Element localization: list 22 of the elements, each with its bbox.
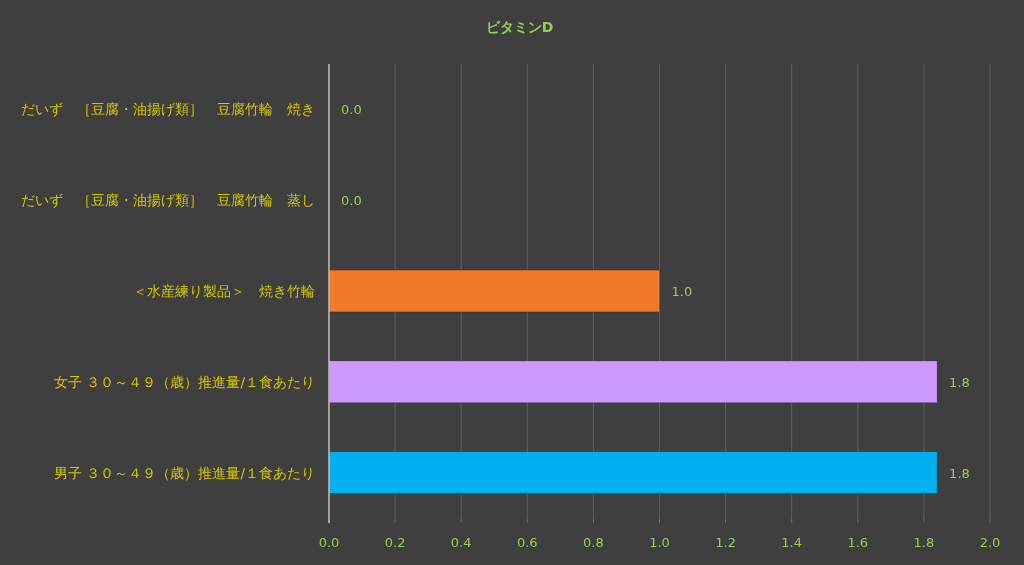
x-tick-label: 0.8: [583, 535, 604, 550]
x-tick-label: 0.4: [450, 535, 472, 550]
x-tick-label: 1.0: [649, 535, 670, 550]
x-tick-label: 1.6: [847, 535, 869, 550]
y-tick-label: 男子 ３０～４９（歳）推進量/１食あたり: [54, 464, 315, 481]
y-tick-label: ＜水産練り製品＞ 焼き竹輪: [133, 283, 315, 299]
x-tick-label: 1.8: [913, 535, 935, 550]
x-tick-label: 1.2: [715, 535, 736, 550]
data-label: 1.8: [949, 465, 970, 481]
x-tick-label: 0.0: [318, 535, 340, 550]
x-tick-label: 0.2: [384, 535, 406, 550]
data-label: 1.8: [949, 374, 970, 390]
data-label: 1.0: [671, 284, 693, 299]
y-tick-label: だいず ［豆腐・油揚げ類］ 豆腐竹輪 焼き: [21, 101, 315, 118]
x-tick-label: 2.0: [979, 535, 1001, 550]
data-label: 0.0: [341, 193, 362, 209]
y-tick-label: 女子 ３０～４９（歳）推進量/１食あたり: [54, 373, 315, 390]
x-tick-label: 1.4: [781, 535, 803, 550]
y-tick-label: だいず ［豆腐・油揚げ類］ 豆腐竹輪 蒸し: [21, 192, 315, 209]
chart-title: ビタミンD: [485, 19, 554, 35]
x-tick-label: 0.6: [516, 535, 538, 550]
data-label: 0.0: [341, 102, 362, 118]
